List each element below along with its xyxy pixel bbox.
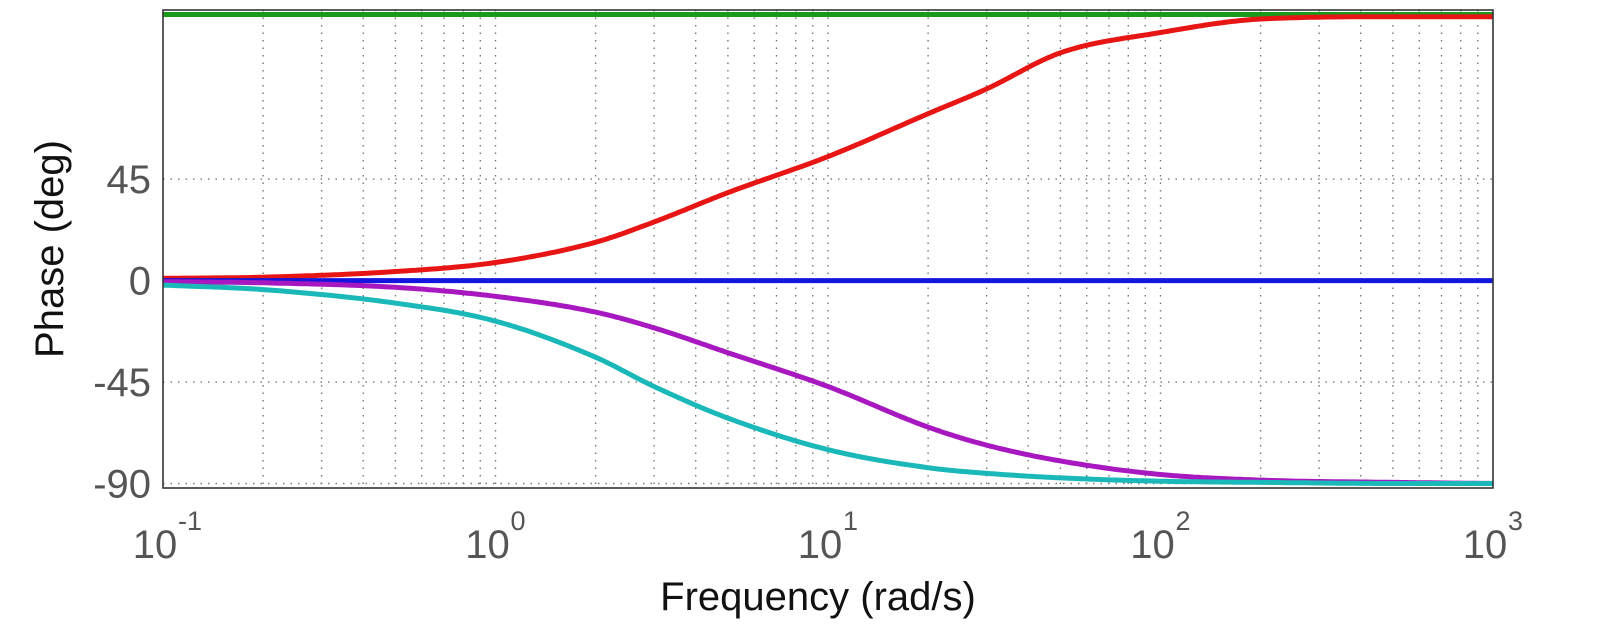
x-tick-exponent: 3 — [1508, 506, 1523, 536]
x-tick-label: 102 — [1130, 506, 1190, 567]
y-axis-label: Phase (deg) — [28, 140, 72, 358]
series-line-5 — [162, 282, 1493, 486]
x-tick-base: 10 — [1130, 523, 1175, 567]
x-tick-label: 10-1 — [133, 506, 202, 567]
series-line-2 — [163, 14, 1493, 281]
y-tick-label: 45 — [107, 158, 152, 202]
x-tick-exponent: -1 — [178, 506, 202, 536]
x-tick-label: 101 — [798, 506, 858, 567]
plot-frame — [162, 9, 1494, 489]
x-tick-label: 103 — [1463, 506, 1523, 567]
x-axis-label: Frequency (rad/s) — [660, 575, 976, 619]
y-tick-label: 0 — [129, 260, 151, 304]
x-tick-exponent: 2 — [1176, 506, 1191, 536]
x-tick-label: 100 — [465, 506, 525, 567]
x-tick-base: 10 — [798, 523, 843, 567]
x-tick-base: 10 — [465, 523, 510, 567]
y-tick-label: -45 — [93, 361, 151, 405]
x-tick-base: 10 — [133, 523, 178, 567]
x-tick-exponent: 1 — [843, 506, 858, 536]
grid — [163, 10, 1493, 488]
x-tick-base: 10 — [1463, 523, 1508, 567]
series-lines — [162, 12, 1494, 486]
x-tick-exponent: 0 — [511, 506, 526, 536]
y-tick-label: -90 — [93, 462, 151, 506]
series-line-4 — [163, 279, 1494, 486]
